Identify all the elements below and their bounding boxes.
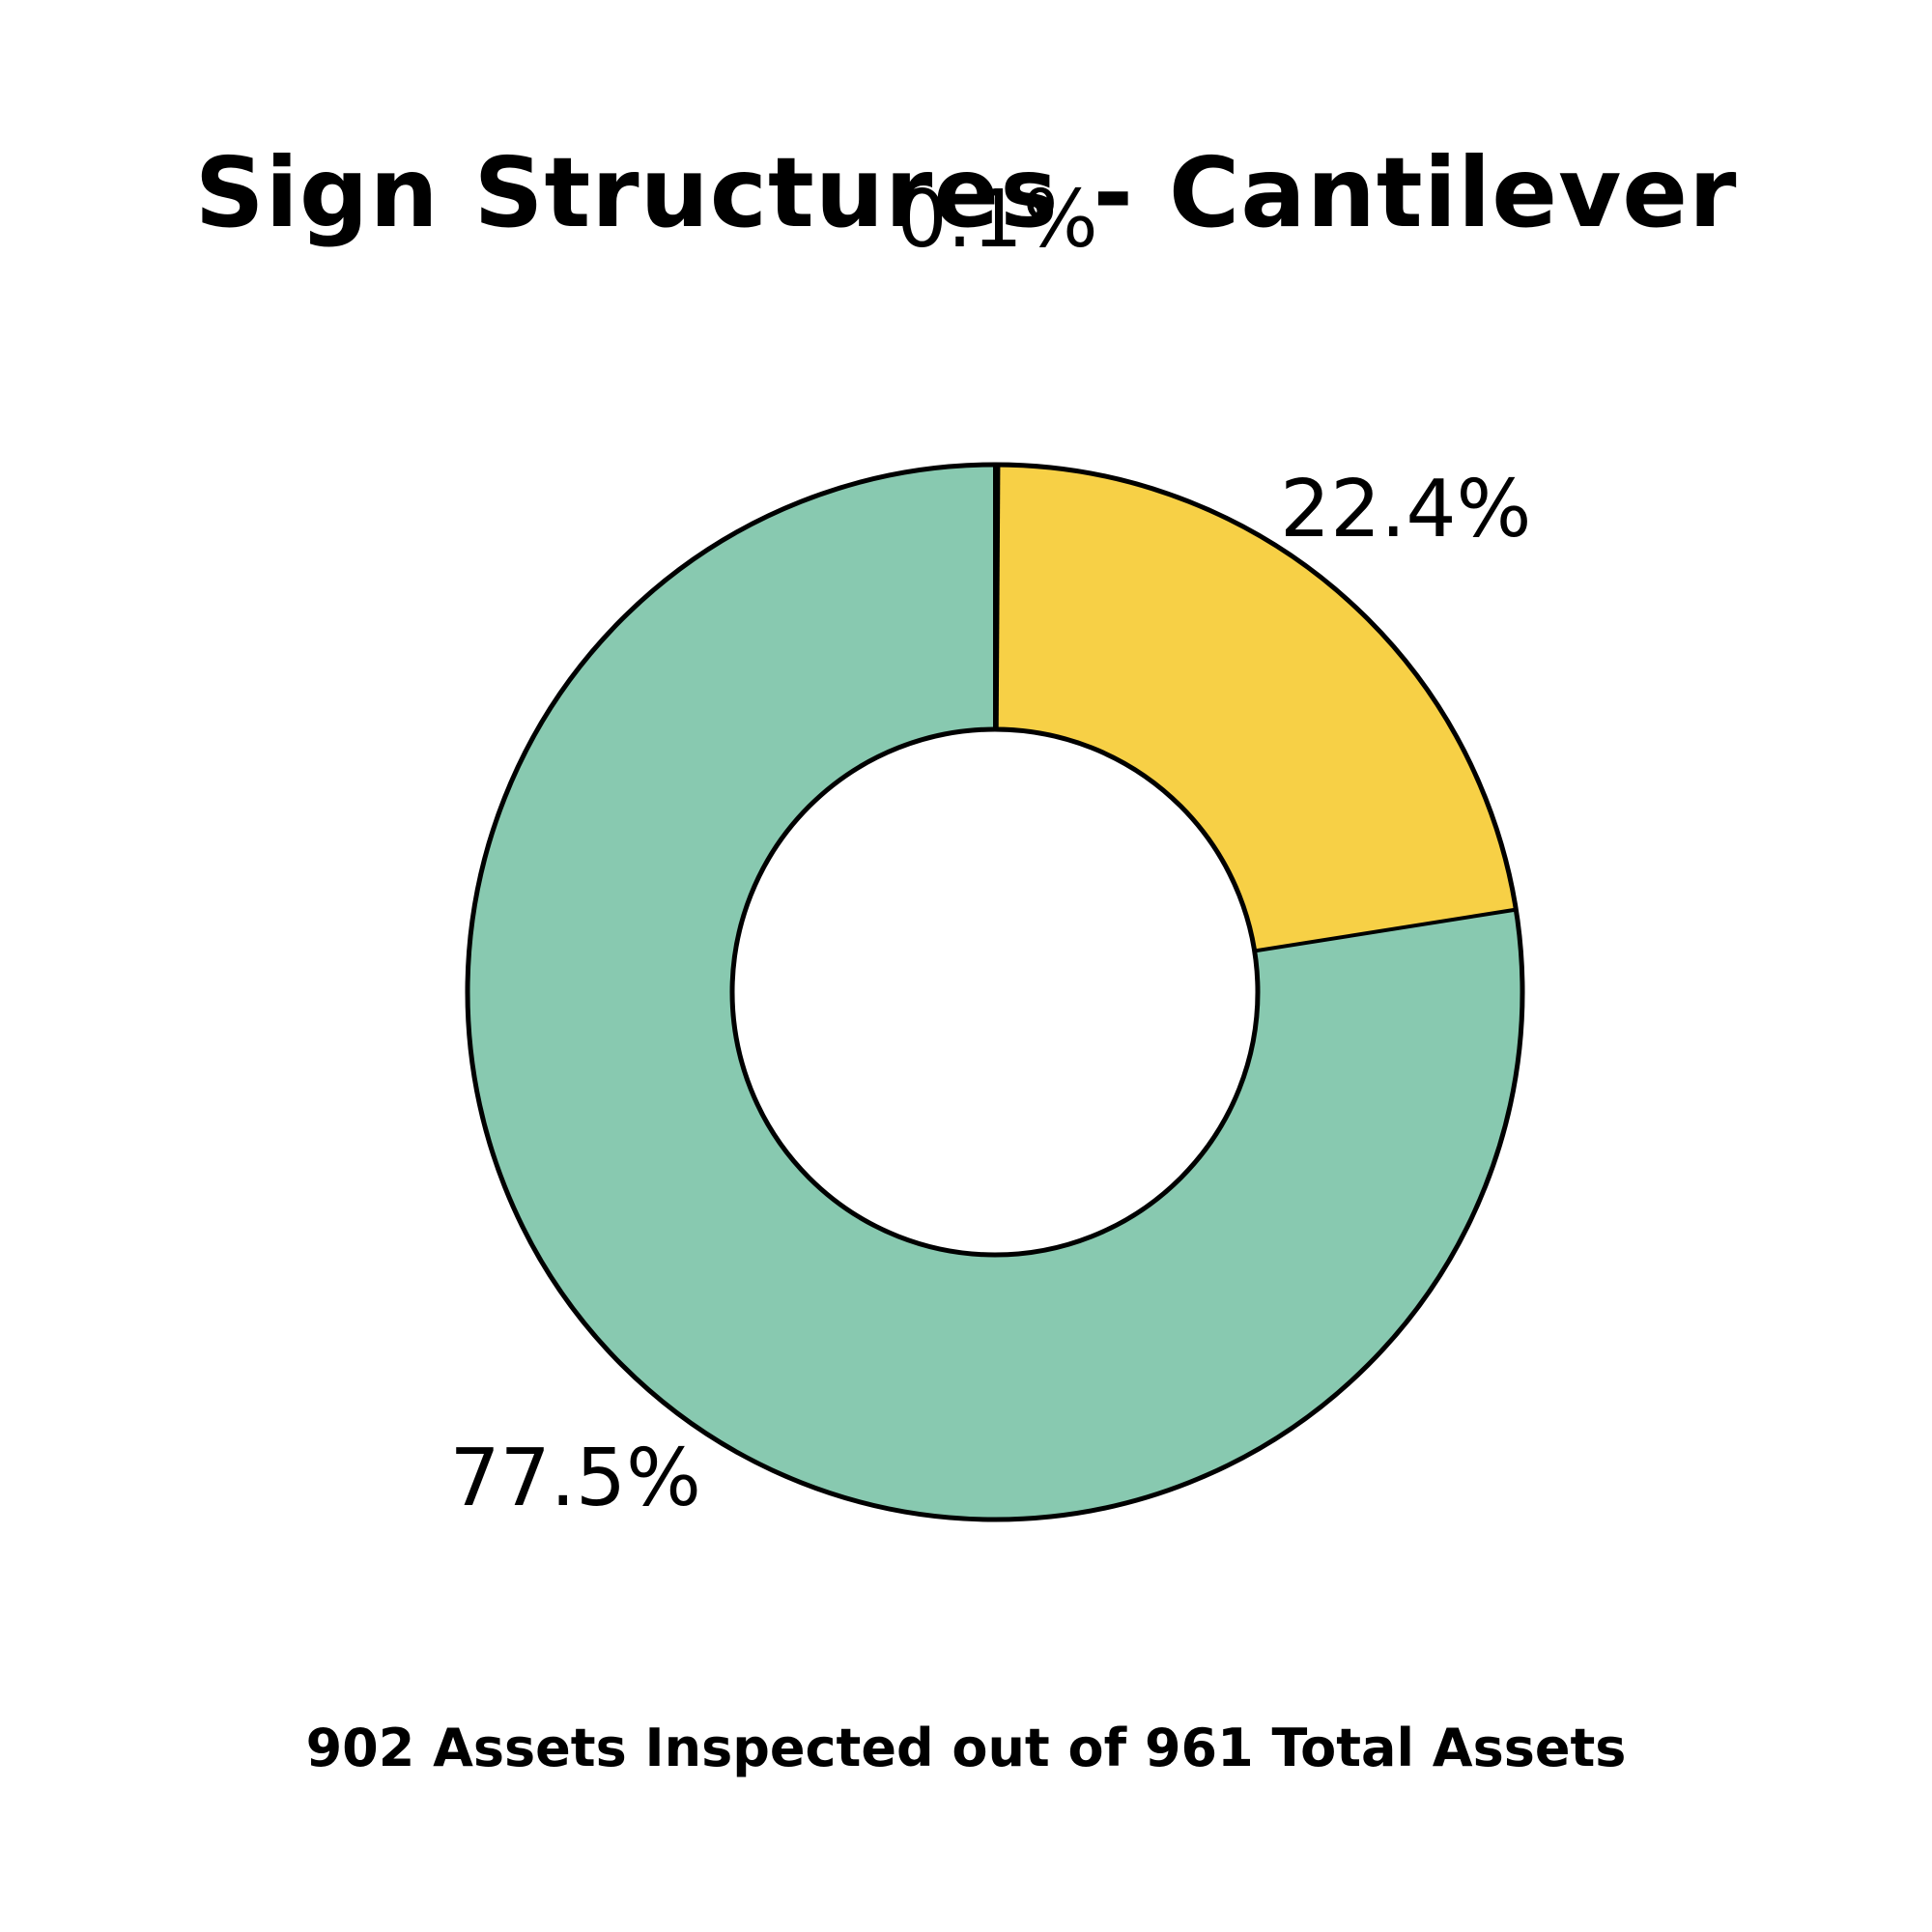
- labels-layer: 77.5% 22.4% 0.1%: [449, 174, 1531, 1524]
- slice-label: 22.4%: [1280, 464, 1532, 555]
- slice-divider: [994, 464, 1001, 730]
- chart-title: Sign Structures - Cantilever: [194, 136, 1738, 249]
- donut-slice: [996, 465, 1517, 952]
- slice-label: 77.5%: [449, 1433, 701, 1524]
- slice-divider: [1254, 907, 1517, 953]
- slice-label: 0.1%: [896, 174, 1097, 266]
- donut-slice: [468, 465, 1523, 1520]
- donut-outer-ring: [465, 462, 1525, 1522]
- donut-hole: [729, 726, 1261, 1258]
- slices-layer: [465, 462, 1525, 1522]
- chart-footer: 902 Assets Inspected out of 961 Total As…: [305, 1718, 1627, 1778]
